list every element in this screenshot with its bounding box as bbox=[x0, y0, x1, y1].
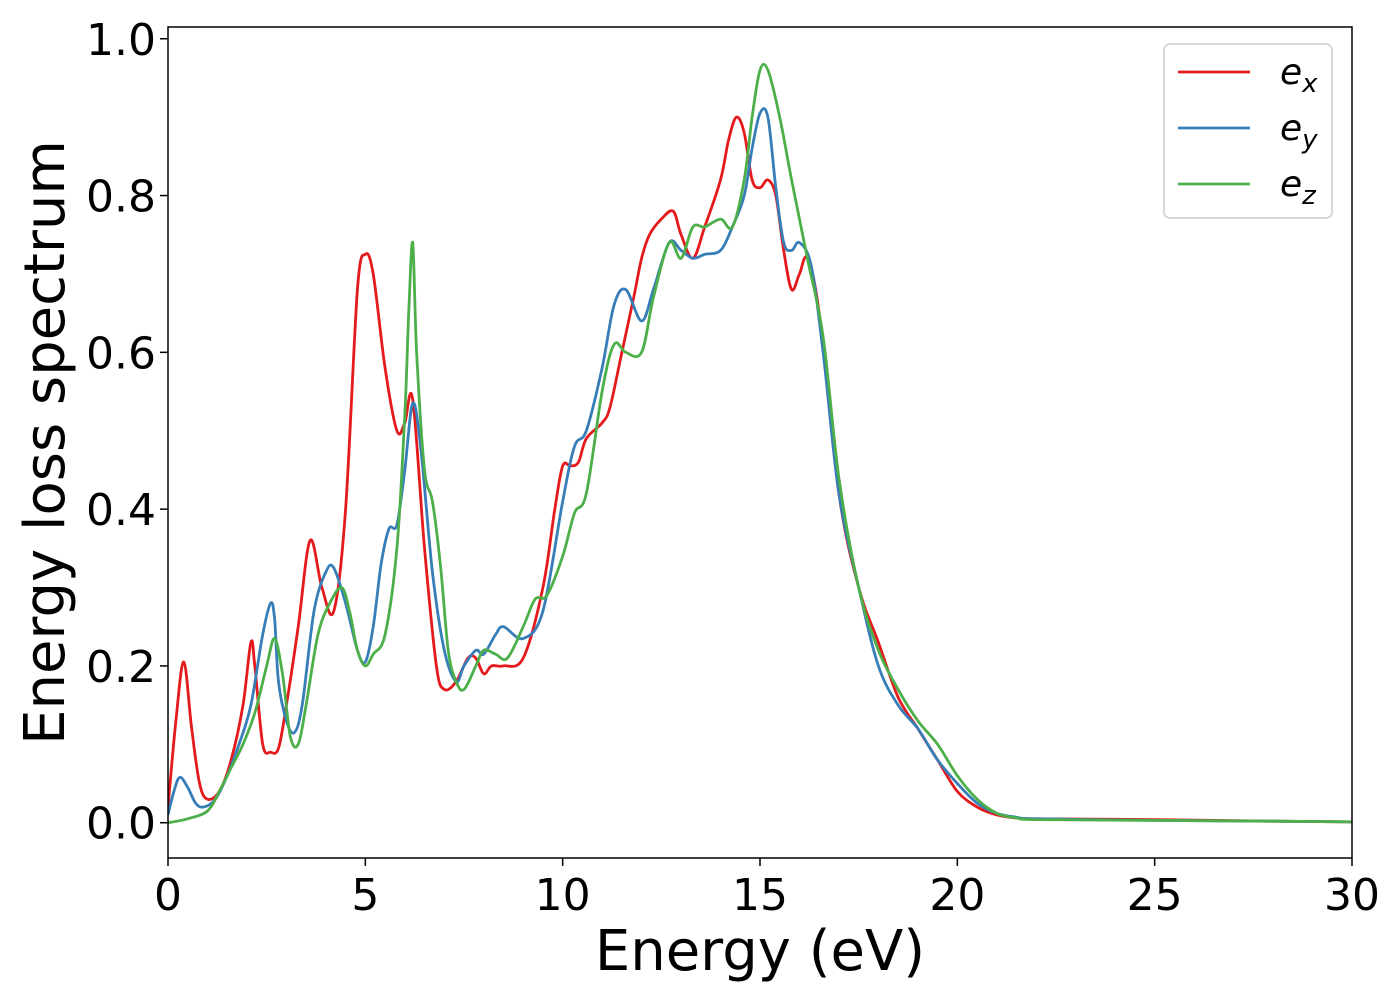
x-tick-label: 10 bbox=[535, 870, 591, 921]
y-tick-label: 0.2 bbox=[86, 642, 156, 693]
series-layer bbox=[168, 62, 1352, 825]
y-tick-label: 0.8 bbox=[86, 172, 156, 223]
y-axis: 0.0 0.2 0.4 0.6 0.8 1.0 bbox=[86, 15, 168, 850]
x-axis-title: Energy (eV) bbox=[595, 919, 925, 984]
x-tick-label: 20 bbox=[929, 870, 985, 921]
x-tick-label: 5 bbox=[351, 870, 379, 921]
x-tick-label: 0 bbox=[154, 870, 182, 921]
series-line-z bbox=[168, 62, 1352, 825]
y-tick-label: 1.0 bbox=[86, 15, 156, 66]
x-axis: 0 5 10 15 20 25 30 bbox=[154, 858, 1380, 921]
y-tick-label: 0.0 bbox=[86, 799, 156, 850]
x-tick-label: 25 bbox=[1127, 870, 1183, 921]
y-axis-title: Energy loss spectrum bbox=[13, 140, 78, 745]
series-line-x bbox=[168, 115, 1352, 824]
x-tick-label: 15 bbox=[732, 870, 788, 921]
x-tick-label: 30 bbox=[1324, 870, 1380, 921]
legend-box bbox=[1163, 43, 1333, 219]
y-tick-label: 0.6 bbox=[86, 328, 156, 379]
y-tick-label: 0.4 bbox=[86, 485, 156, 536]
